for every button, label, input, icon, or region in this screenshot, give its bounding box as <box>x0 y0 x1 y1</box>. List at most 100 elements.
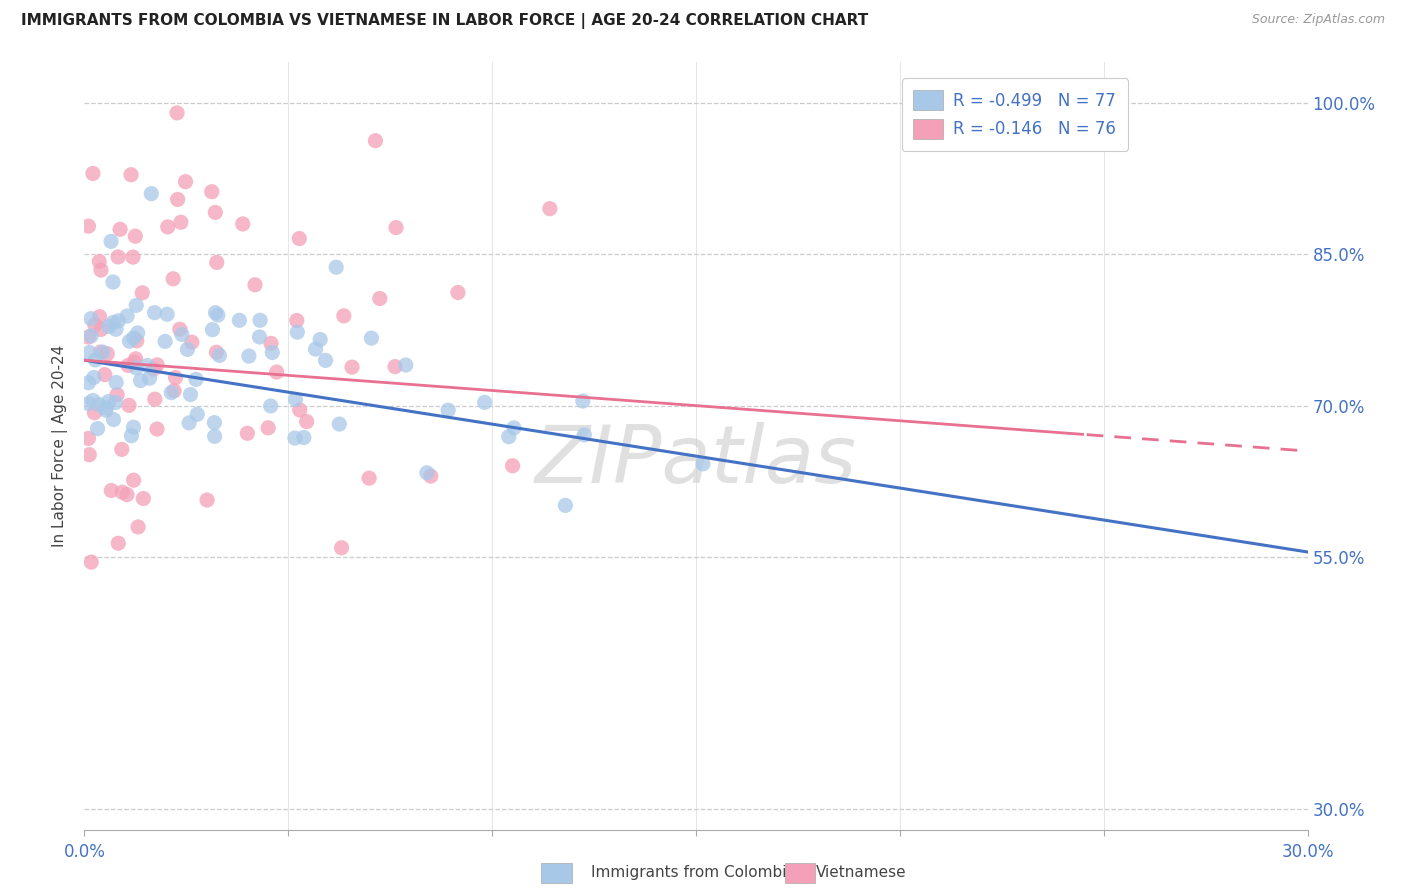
Point <box>395 358 418 372</box>
Point <box>107 536 129 550</box>
Point <box>333 309 356 323</box>
Point <box>304 342 326 356</box>
Point <box>368 292 391 306</box>
Point <box>118 398 141 412</box>
Point <box>104 395 127 409</box>
Point <box>292 430 315 444</box>
Point <box>117 359 139 373</box>
Point <box>186 407 208 421</box>
Point <box>122 420 145 434</box>
Point <box>260 399 283 413</box>
Point <box>238 349 260 363</box>
Point <box>416 466 439 480</box>
Point <box>127 520 149 534</box>
Point <box>82 393 104 408</box>
Point <box>136 359 159 373</box>
Point <box>125 298 148 312</box>
Point <box>142 362 165 376</box>
Point <box>437 403 460 417</box>
Point <box>122 250 145 264</box>
Point <box>108 222 131 236</box>
Point <box>195 493 218 508</box>
Point <box>205 255 228 269</box>
Point <box>174 175 197 189</box>
Point <box>498 430 520 444</box>
Point <box>692 457 714 471</box>
Point <box>83 406 105 420</box>
Point <box>86 422 108 436</box>
Point <box>165 370 187 384</box>
Point <box>156 307 179 321</box>
Point <box>77 330 100 344</box>
Point <box>83 318 105 332</box>
Point <box>91 345 114 359</box>
Point <box>146 358 169 372</box>
Point <box>325 260 347 275</box>
Point <box>77 448 100 462</box>
Point <box>538 202 561 216</box>
Point <box>89 345 111 359</box>
Point <box>77 376 100 390</box>
Point <box>228 313 250 327</box>
Point <box>96 347 118 361</box>
Point <box>284 392 307 407</box>
Point <box>160 385 183 400</box>
Point <box>90 263 112 277</box>
Point <box>129 374 152 388</box>
Point <box>77 431 100 445</box>
Point <box>201 185 224 199</box>
Point <box>97 394 120 409</box>
Point <box>104 322 127 336</box>
Point <box>90 322 112 336</box>
Point <box>169 322 191 336</box>
Point <box>266 365 288 379</box>
Point <box>97 319 120 334</box>
Point <box>124 351 146 366</box>
Point <box>107 250 129 264</box>
Point <box>330 541 353 555</box>
Point <box>122 331 145 345</box>
Text: IMMIGRANTS FROM COLOMBIA VS VIETNAMESE IN LABOR FORCE | AGE 20-24 CORRELATION CH: IMMIGRANTS FROM COLOMBIA VS VIETNAMESE I… <box>21 13 869 29</box>
Point <box>124 229 146 244</box>
Point <box>166 193 188 207</box>
Point <box>153 334 176 349</box>
Point <box>122 473 145 487</box>
Point <box>176 343 198 357</box>
Point <box>111 442 134 457</box>
Point <box>170 327 193 342</box>
Point <box>180 387 202 401</box>
Point <box>204 205 226 219</box>
Point <box>166 106 188 120</box>
Point <box>184 372 207 386</box>
Point <box>170 215 193 229</box>
Point <box>288 231 311 245</box>
Point <box>257 421 280 435</box>
Y-axis label: In Labor Force | Age 20-24: In Labor Force | Age 20-24 <box>52 345 69 547</box>
Point <box>384 359 406 374</box>
Point <box>77 396 100 410</box>
Point <box>502 458 524 473</box>
Point <box>207 308 229 322</box>
Point <box>111 485 134 500</box>
Point <box>80 555 103 569</box>
Point <box>107 314 129 328</box>
Point <box>120 428 142 442</box>
Point <box>89 310 111 324</box>
Point <box>138 371 160 385</box>
Point <box>340 360 363 375</box>
Legend: R = -0.499   N = 77, R = -0.146   N = 76: R = -0.499 N = 77, R = -0.146 N = 76 <box>901 78 1128 151</box>
Point <box>118 334 141 349</box>
Point <box>249 330 271 344</box>
Point <box>143 392 166 407</box>
Point <box>232 217 254 231</box>
Point <box>243 277 266 292</box>
Point <box>89 254 111 268</box>
Point <box>163 384 186 398</box>
Point <box>115 309 138 323</box>
Point <box>125 360 148 375</box>
Point <box>474 395 496 409</box>
Point <box>141 186 163 201</box>
Point <box>87 397 110 411</box>
Point <box>204 429 226 443</box>
Point <box>143 305 166 319</box>
